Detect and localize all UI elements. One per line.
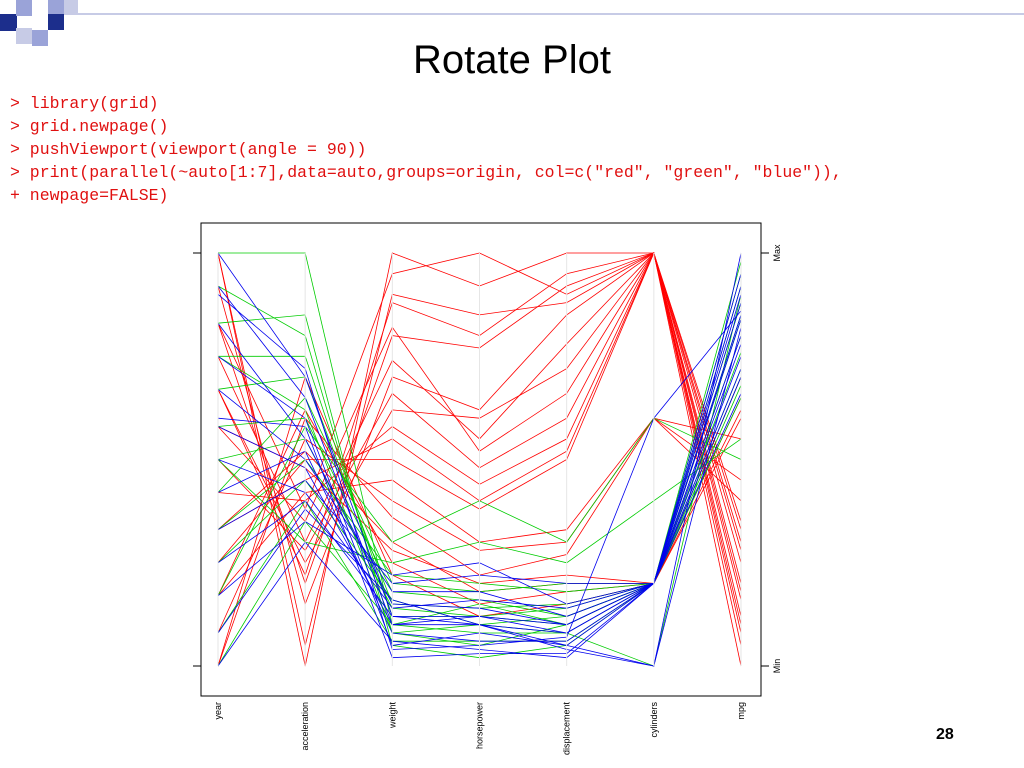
code-line: + newpage=FALSE) bbox=[10, 186, 169, 205]
decor-square-lavender-2 bbox=[48, 0, 64, 16]
variable-label-cylinders: cylinders bbox=[649, 702, 659, 738]
axis-layer bbox=[217, 253, 742, 666]
page-number: 28 bbox=[936, 726, 954, 743]
code-line: > library(grid) bbox=[10, 94, 159, 113]
code-line: > pushViewport(viewport(angle = 90)) bbox=[10, 140, 367, 159]
code-line: > grid.newpage() bbox=[10, 117, 169, 136]
variable-label-weight: weight bbox=[387, 702, 397, 730]
slide-corner-decoration bbox=[0, 0, 1024, 46]
variable-label-year: year bbox=[213, 702, 223, 720]
code-line: > print(parallel(~auto[1:7],data=auto,gr… bbox=[10, 163, 842, 182]
decor-square-navy-1 bbox=[0, 14, 17, 31]
variable-label-displacement: displacement bbox=[562, 702, 572, 756]
scale-max-label: Max bbox=[772, 244, 782, 262]
decor-square-light-1 bbox=[16, 28, 32, 44]
r-code-block: > library(grid) > grid.newpage() > pushVie… bbox=[10, 92, 842, 207]
scale-min-label: Min bbox=[772, 659, 782, 674]
slide-title: Rotate Plot bbox=[413, 38, 611, 82]
variable-label-horsepower: horsepower bbox=[475, 702, 485, 749]
decor-square-light-2 bbox=[64, 0, 78, 14]
decor-square-navy-2 bbox=[48, 14, 64, 30]
decor-square-lavender-1 bbox=[16, 0, 32, 16]
variable-labels: year acceleration weight horsepower displace… bbox=[213, 702, 746, 756]
variable-label-mpg: mpg bbox=[736, 702, 746, 720]
variable-label-acceleration: acceleration bbox=[300, 702, 310, 751]
decor-square-lavender-3 bbox=[32, 30, 48, 46]
